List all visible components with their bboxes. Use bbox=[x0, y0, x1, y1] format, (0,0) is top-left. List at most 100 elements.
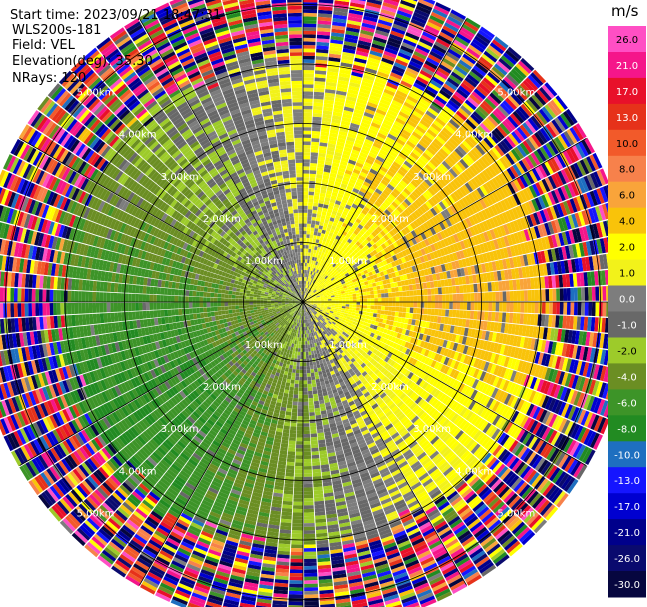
velocity-gate bbox=[381, 57, 395, 65]
velocity-gate bbox=[471, 91, 484, 103]
velocity-gate bbox=[465, 17, 481, 29]
velocity-gate bbox=[520, 302, 525, 313]
velocity-gate bbox=[498, 312, 503, 323]
velocity-gate bbox=[397, 169, 406, 177]
velocity-gate bbox=[379, 98, 391, 106]
velocity-gate bbox=[431, 302, 436, 309]
velocity-gate bbox=[388, 306, 393, 311]
velocity-gate bbox=[328, 136, 338, 142]
velocity-gate bbox=[323, 171, 330, 177]
velocity-gate bbox=[343, 192, 351, 198]
velocity-gate bbox=[437, 287, 442, 295]
velocity-gate bbox=[444, 54, 458, 65]
velocity-gate bbox=[331, 25, 346, 31]
velocity-gate bbox=[315, 70, 327, 75]
velocity-gate bbox=[304, 295, 306, 299]
velocity-gate bbox=[303, 134, 312, 138]
velocity-gate bbox=[304, 269, 307, 274]
velocity-gate bbox=[468, 44, 483, 56]
velocity-gate bbox=[374, 298, 378, 302]
velocity-gate bbox=[415, 160, 425, 169]
velocity-gate bbox=[413, 163, 422, 172]
velocity-gate bbox=[339, 242, 345, 247]
velocity-gate bbox=[380, 310, 385, 315]
velocity-gate bbox=[346, 212, 353, 219]
velocity-gate bbox=[329, 42, 343, 48]
velocity-gate bbox=[379, 314, 385, 319]
velocity-gate bbox=[303, 169, 310, 174]
velocity-gate bbox=[370, 309, 374, 313]
velocity-gate bbox=[320, 128, 330, 133]
velocity-gate bbox=[432, 44, 447, 55]
velocity-gate bbox=[356, 304, 360, 308]
velocity-gate bbox=[355, 54, 368, 61]
velocity-gate bbox=[570, 302, 575, 316]
velocity-gate bbox=[437, 92, 449, 103]
velocity-gate bbox=[431, 295, 436, 302]
velocity-gate bbox=[379, 64, 392, 72]
velocity-gate bbox=[310, 271, 313, 275]
velocity-gate bbox=[441, 309, 446, 317]
velocity-gate bbox=[305, 273, 308, 278]
velocity-gate bbox=[428, 125, 440, 135]
velocity-gate bbox=[342, 299, 346, 302]
velocity-gate bbox=[371, 165, 380, 172]
velocity-gate bbox=[340, 225, 346, 231]
velocity-gate bbox=[380, 60, 393, 69]
velocity-gate bbox=[366, 1, 382, 9]
velocity-gate bbox=[324, 266, 328, 271]
velocity-gate bbox=[332, 206, 339, 212]
velocity-gate bbox=[388, 193, 396, 201]
velocity-gate bbox=[306, 237, 310, 242]
velocity-gate bbox=[332, 188, 339, 194]
velocity-gate bbox=[377, 302, 382, 306]
velocity-gate bbox=[326, 74, 338, 80]
velocity-gate bbox=[336, 196, 343, 202]
velocity-gate bbox=[368, 98, 379, 105]
velocity-gate bbox=[313, 98, 324, 104]
velocity-gate bbox=[349, 82, 361, 88]
velocity-gate bbox=[341, 116, 352, 123]
velocity-gate bbox=[602, 302, 607, 317]
velocity-gate bbox=[356, 135, 365, 142]
velocity-gate bbox=[359, 308, 364, 312]
velocity-gate bbox=[360, 84, 372, 92]
velocity-gate bbox=[327, 243, 332, 248]
velocity-gate bbox=[352, 168, 361, 175]
velocity-gate bbox=[320, 252, 325, 257]
velocity-gate bbox=[318, 6, 333, 11]
velocity-gate bbox=[343, 249, 349, 255]
velocity-gate bbox=[456, 33, 472, 44]
velocity-gate bbox=[325, 254, 330, 259]
velocity-gate bbox=[326, 212, 332, 217]
velocity-gate bbox=[399, 296, 403, 302]
velocity-gate bbox=[305, 296, 308, 300]
velocity-gate bbox=[320, 233, 325, 238]
velocity-gate bbox=[378, 195, 386, 202]
velocity-gate bbox=[474, 302, 478, 311]
velocity-gate bbox=[376, 71, 389, 79]
velocity-gate bbox=[363, 206, 370, 213]
velocity-gate bbox=[427, 302, 432, 309]
velocity-gate bbox=[337, 208, 344, 214]
velocity-gate bbox=[376, 198, 384, 205]
velocity-gate bbox=[452, 286, 457, 294]
velocity-gate bbox=[303, 244, 306, 249]
velocity-gate bbox=[321, 240, 326, 246]
velocity-gate bbox=[370, 46, 384, 54]
velocity-gate bbox=[356, 232, 363, 239]
velocity-gate bbox=[313, 105, 323, 111]
velocity-gate bbox=[405, 32, 420, 41]
velocity-gate bbox=[346, 92, 358, 99]
velocity-gate bbox=[304, 284, 306, 288]
velocity-gate bbox=[402, 146, 412, 155]
velocity-gate bbox=[452, 94, 464, 105]
velocity-gate bbox=[333, 7, 349, 13]
velocity-gate bbox=[439, 31, 454, 42]
velocity-gate bbox=[509, 302, 514, 313]
velocity-gate bbox=[344, 103, 355, 109]
velocity-gate bbox=[343, 173, 352, 179]
velocity-gate bbox=[442, 294, 446, 302]
velocity-gate bbox=[416, 76, 429, 86]
velocity-gate bbox=[318, 199, 325, 205]
